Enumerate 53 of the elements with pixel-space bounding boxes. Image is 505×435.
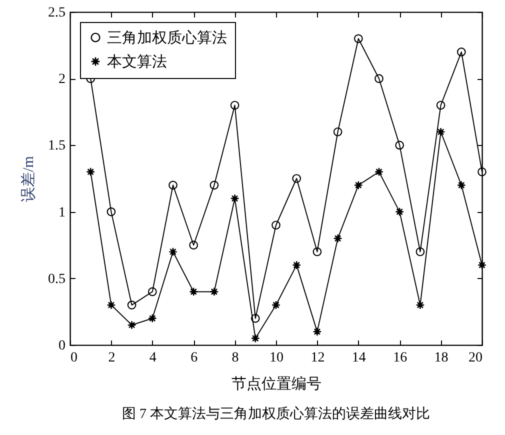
point	[168, 180, 178, 190]
x-tick-label: 6	[190, 350, 198, 366]
legend-label: 三角加权质心算法	[107, 30, 227, 46]
y-tick-label: 1.5	[48, 138, 66, 154]
point	[312, 327, 322, 336]
point	[416, 300, 425, 310]
point	[395, 207, 404, 216]
point	[230, 100, 240, 110]
point	[106, 300, 116, 310]
point	[189, 287, 198, 296]
point	[250, 314, 260, 323]
y-axis-title: 误差/m	[20, 156, 37, 202]
y-tick-label: 2.5	[48, 6, 66, 20]
point	[210, 287, 219, 296]
point	[292, 174, 302, 183]
x-tick-label: 10	[270, 350, 284, 366]
y-tick-label: 1	[58, 205, 66, 220]
point	[416, 247, 425, 256]
point	[333, 127, 342, 136]
point	[106, 207, 116, 216]
x-tick-label: 16	[393, 350, 408, 366]
y-tick-label: 0	[58, 338, 66, 354]
x-tick-label: 12	[310, 350, 325, 366]
point	[148, 314, 157, 323]
legend-label: 本文算法	[107, 54, 167, 70]
x-tick-label: 18	[434, 350, 448, 366]
point	[189, 240, 198, 250]
point	[86, 167, 96, 176]
x-tick-label: 14	[352, 350, 366, 366]
point	[478, 167, 486, 176]
point	[354, 180, 363, 190]
x-tick-label: 8	[232, 350, 239, 366]
y-tick-label: 2	[58, 72, 66, 88]
x-tick-label: 20	[468, 350, 482, 366]
point	[456, 180, 466, 190]
caption: 图 7 本文算法与三角加权质心算法的误差曲线对比	[122, 406, 430, 422]
y-tick-label: 0.5	[48, 272, 66, 287]
point	[312, 247, 322, 256]
point	[395, 140, 404, 150]
point	[250, 334, 260, 343]
point	[127, 300, 136, 310]
point	[374, 74, 384, 84]
point	[436, 100, 446, 110]
x-tick-label: 0	[70, 350, 78, 366]
x-tick-label: 4	[149, 350, 156, 366]
point	[436, 127, 446, 136]
x-tick-label: 2	[108, 350, 116, 366]
point	[272, 220, 280, 230]
point	[210, 180, 219, 190]
x-axis-title: 节点位置编号	[232, 376, 322, 392]
point	[354, 34, 363, 44]
point	[148, 287, 157, 296]
point	[456, 48, 466, 56]
